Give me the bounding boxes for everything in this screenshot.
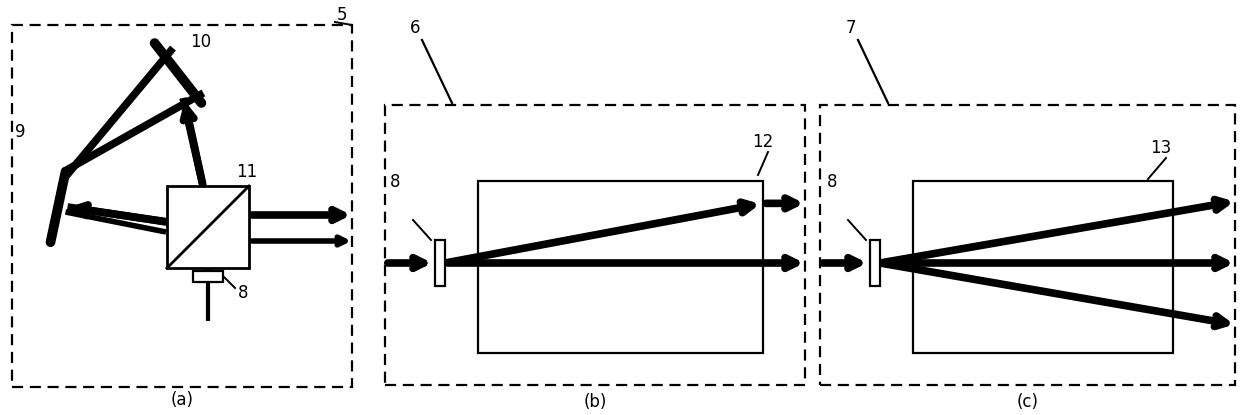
Text: 6: 6	[410, 19, 420, 37]
Bar	[820, 105, 1235, 385]
Text: 9: 9	[15, 123, 26, 141]
Text: 12: 12	[751, 133, 774, 151]
Text: 8: 8	[238, 284, 248, 302]
Bar	[384, 105, 805, 385]
Text: 5: 5	[337, 6, 347, 24]
Bar	[435, 240, 445, 286]
Text: 11: 11	[236, 163, 257, 181]
Text: 10: 10	[190, 33, 211, 51]
Text: (b): (b)	[583, 393, 606, 411]
Bar	[193, 271, 223, 281]
Bar	[167, 186, 249, 268]
Bar	[913, 181, 1173, 353]
Bar	[12, 25, 352, 387]
Text: 7: 7	[846, 19, 857, 37]
Text: 8: 8	[827, 173, 837, 191]
Text: 13: 13	[1149, 139, 1172, 157]
Text: 8: 8	[391, 173, 401, 191]
Text: (c): (c)	[1017, 393, 1038, 411]
Bar	[477, 181, 763, 353]
Bar	[870, 240, 880, 286]
Text: (a): (a)	[170, 391, 193, 409]
